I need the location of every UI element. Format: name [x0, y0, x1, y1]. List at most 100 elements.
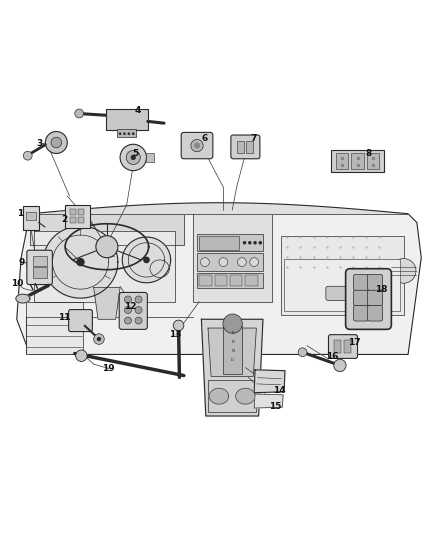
- FancyBboxPatch shape: [326, 286, 358, 301]
- Bar: [281, 236, 404, 315]
- Circle shape: [237, 258, 246, 266]
- Polygon shape: [17, 214, 421, 354]
- Circle shape: [132, 132, 134, 135]
- FancyBboxPatch shape: [367, 274, 382, 290]
- Bar: [117, 130, 136, 137]
- Circle shape: [124, 296, 131, 303]
- Text: 15: 15: [269, 402, 282, 411]
- Text: 19: 19: [102, 364, 114, 373]
- Text: 17: 17: [348, 337, 361, 346]
- Circle shape: [27, 255, 46, 274]
- Bar: [23, 206, 39, 230]
- FancyBboxPatch shape: [27, 250, 53, 285]
- Circle shape: [191, 140, 203, 152]
- Circle shape: [334, 359, 346, 372]
- Text: 8: 8: [365, 149, 371, 158]
- Bar: [25, 302, 83, 354]
- Text: 10: 10: [11, 279, 23, 288]
- Polygon shape: [43, 226, 118, 298]
- Text: 12: 12: [124, 302, 136, 311]
- Circle shape: [135, 317, 142, 324]
- Bar: [237, 141, 244, 153]
- Circle shape: [119, 132, 121, 135]
- Text: 9: 9: [19, 257, 25, 266]
- Polygon shape: [193, 214, 272, 302]
- Bar: [197, 273, 263, 288]
- Bar: [344, 341, 351, 353]
- Text: P: P: [231, 332, 234, 335]
- Polygon shape: [209, 389, 229, 404]
- Text: 13: 13: [169, 330, 181, 339]
- Bar: [25, 212, 36, 220]
- Bar: [145, 153, 154, 162]
- FancyBboxPatch shape: [353, 305, 368, 321]
- Text: 14: 14: [273, 386, 286, 395]
- Bar: [223, 326, 242, 374]
- Circle shape: [131, 155, 136, 160]
- Text: 7: 7: [250, 134, 257, 143]
- Bar: [331, 150, 384, 172]
- Bar: [336, 153, 348, 169]
- FancyBboxPatch shape: [367, 290, 382, 305]
- Bar: [32, 256, 46, 265]
- Circle shape: [392, 259, 416, 283]
- Circle shape: [135, 296, 142, 303]
- Circle shape: [135, 306, 142, 313]
- Circle shape: [201, 258, 209, 266]
- Bar: [199, 236, 239, 250]
- Bar: [78, 209, 85, 215]
- Circle shape: [23, 151, 32, 160]
- Bar: [65, 205, 90, 228]
- Polygon shape: [30, 214, 184, 245]
- Polygon shape: [122, 237, 171, 283]
- Circle shape: [51, 137, 62, 148]
- Polygon shape: [208, 328, 256, 376]
- Circle shape: [96, 236, 118, 258]
- Circle shape: [248, 241, 251, 245]
- Bar: [199, 275, 212, 286]
- FancyBboxPatch shape: [69, 310, 92, 332]
- Polygon shape: [34, 231, 175, 302]
- Circle shape: [45, 132, 67, 154]
- Circle shape: [173, 320, 184, 330]
- Bar: [215, 275, 227, 286]
- Polygon shape: [254, 370, 285, 393]
- Circle shape: [126, 150, 140, 165]
- Text: 16: 16: [326, 352, 339, 361]
- FancyBboxPatch shape: [231, 135, 260, 159]
- FancyBboxPatch shape: [353, 290, 368, 305]
- Bar: [367, 153, 379, 169]
- Text: 18: 18: [374, 285, 387, 294]
- Polygon shape: [94, 288, 120, 319]
- FancyBboxPatch shape: [181, 132, 213, 159]
- Text: 6: 6: [202, 134, 208, 143]
- Polygon shape: [150, 260, 170, 278]
- Circle shape: [258, 241, 262, 245]
- Text: N: N: [231, 349, 234, 353]
- FancyBboxPatch shape: [367, 305, 382, 321]
- Circle shape: [75, 109, 84, 118]
- Circle shape: [243, 241, 246, 245]
- Circle shape: [194, 142, 200, 149]
- Text: 1: 1: [17, 209, 23, 218]
- Circle shape: [94, 334, 104, 344]
- Bar: [351, 153, 364, 169]
- Circle shape: [97, 337, 101, 341]
- Bar: [245, 275, 258, 286]
- Circle shape: [127, 132, 130, 135]
- Bar: [78, 217, 85, 223]
- Circle shape: [253, 241, 257, 245]
- Bar: [284, 259, 400, 311]
- Circle shape: [77, 259, 84, 265]
- Circle shape: [223, 314, 242, 333]
- Circle shape: [298, 348, 307, 357]
- Polygon shape: [236, 389, 255, 404]
- Bar: [197, 235, 263, 251]
- FancyBboxPatch shape: [353, 274, 368, 290]
- Bar: [334, 341, 341, 353]
- Circle shape: [123, 132, 126, 135]
- Text: 5: 5: [132, 149, 138, 158]
- Text: 2: 2: [61, 214, 67, 223]
- Circle shape: [120, 144, 146, 171]
- Bar: [70, 209, 76, 215]
